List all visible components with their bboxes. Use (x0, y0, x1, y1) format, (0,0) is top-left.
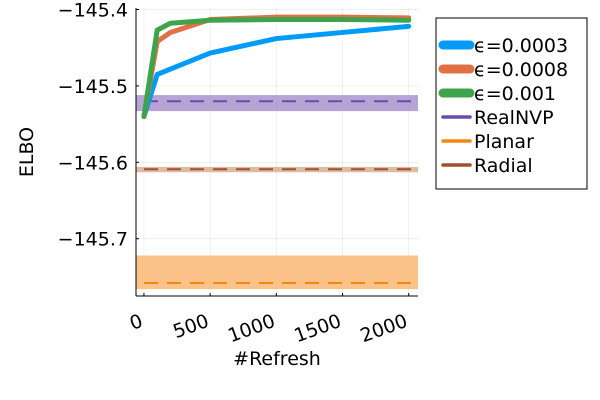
series-line (141, 23, 412, 119)
y-tick-label: −145.7 (58, 229, 128, 251)
y-axis-title: ELBO (16, 127, 38, 177)
baseline-band (136, 255, 418, 290)
x-tick-label: 0 (127, 310, 146, 335)
y-tick-label: −145.6 (58, 152, 128, 174)
x-axis-title: #Refresh (233, 348, 321, 370)
grid-lines (136, 8, 418, 296)
y-tick-label: −145.4 (58, 0, 128, 22)
legend-label: ϵ=0.0008 (474, 59, 568, 81)
legend-label: RealNVP (474, 107, 554, 129)
legend-label: ϵ=0.001 (474, 83, 556, 105)
series-line (141, 16, 412, 119)
baseline-band (136, 166, 418, 173)
x-tick-label: 500 (170, 310, 212, 343)
y-tick-label: −145.5 (58, 76, 128, 98)
x-tick-label: 1500 (291, 310, 344, 347)
baseline-band (136, 95, 418, 112)
baseline-bands (136, 95, 418, 290)
x-tick-label: 2000 (357, 310, 410, 347)
legend-label: ϵ=0.0003 (474, 35, 568, 57)
series-lines (141, 14, 412, 119)
legend-items: ϵ=0.0003ϵ=0.0008ϵ=0.001RealNVPPlanarRadi… (438, 35, 568, 177)
legend-label: Radial (474, 155, 533, 177)
axis-ticks: 0 500 1000 1500 2000 −145.4 −145.5 −145.6 −145.7 (58, 0, 411, 347)
x-tick-label: 1000 (225, 310, 278, 347)
legend-label: Planar (474, 131, 534, 153)
legend: ϵ=0.0003ϵ=0.0008ϵ=0.001RealNVPPlanarRadi… (435, 17, 588, 190)
